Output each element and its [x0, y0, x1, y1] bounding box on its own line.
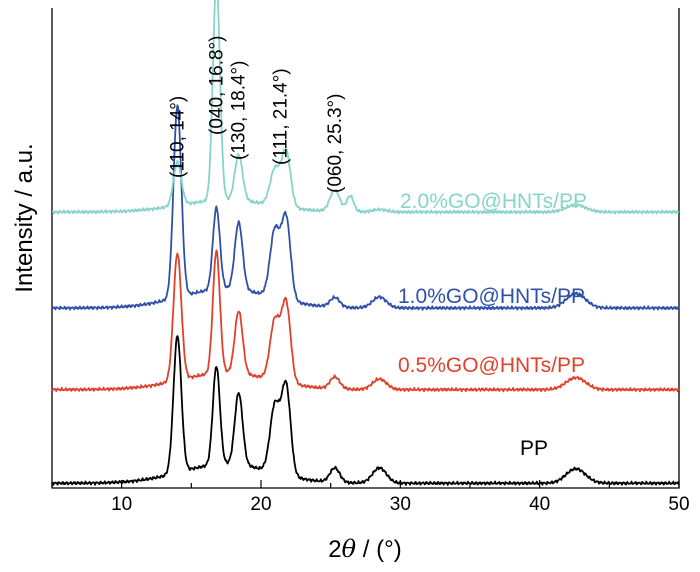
peak-annotations: (110, 14°) (040, 16.8°) (130, 18.4°) (111, … — [167, 36, 345, 194]
series-line-4 — [51, 0, 680, 215]
x-tick-label: 50 — [668, 494, 689, 515]
peak-annotation: (060, 25.3°) — [325, 94, 346, 194]
peak-annotation: (111, 21.4°) — [271, 68, 292, 165]
series-label: PP — [520, 437, 548, 460]
x-tick-label: 20 — [250, 494, 271, 515]
series-label: 2.0%GO@HNTs/PP — [400, 190, 587, 213]
series-line-1 — [51, 335, 680, 486]
xrd-curves — [51, 0, 680, 486]
series-label: 0.5%GO@HNTs/PP — [398, 354, 585, 377]
x-tick-label: 40 — [529, 494, 550, 515]
series-labels: PP 0.5%GO@HNTs/PP 1.0%GO@HNTs/PP 2.0%GO@HNT… — [398, 190, 587, 460]
peak-annotation: (110, 14°) — [167, 96, 188, 178]
x-axis-ticks: 10 20 30 40 50 — [51, 480, 690, 515]
axes-frame — [51, 8, 680, 489]
y-axis-title: Intensity / a.u. — [11, 143, 38, 292]
peak-annotation: (040, 16.8°) — [206, 36, 227, 136]
peak-annotation: (130, 18.4°) — [229, 61, 250, 161]
x-axis-title: 2θ / (°) — [328, 535, 401, 563]
series-line-2 — [51, 249, 680, 393]
x-tick-label: 10 — [111, 494, 132, 515]
plot-frame — [51, 8, 680, 489]
series-label: 1.0%GO@HNTs/PP — [398, 285, 585, 308]
x-tick-label: 30 — [390, 494, 411, 515]
series-line-3 — [51, 104, 680, 311]
